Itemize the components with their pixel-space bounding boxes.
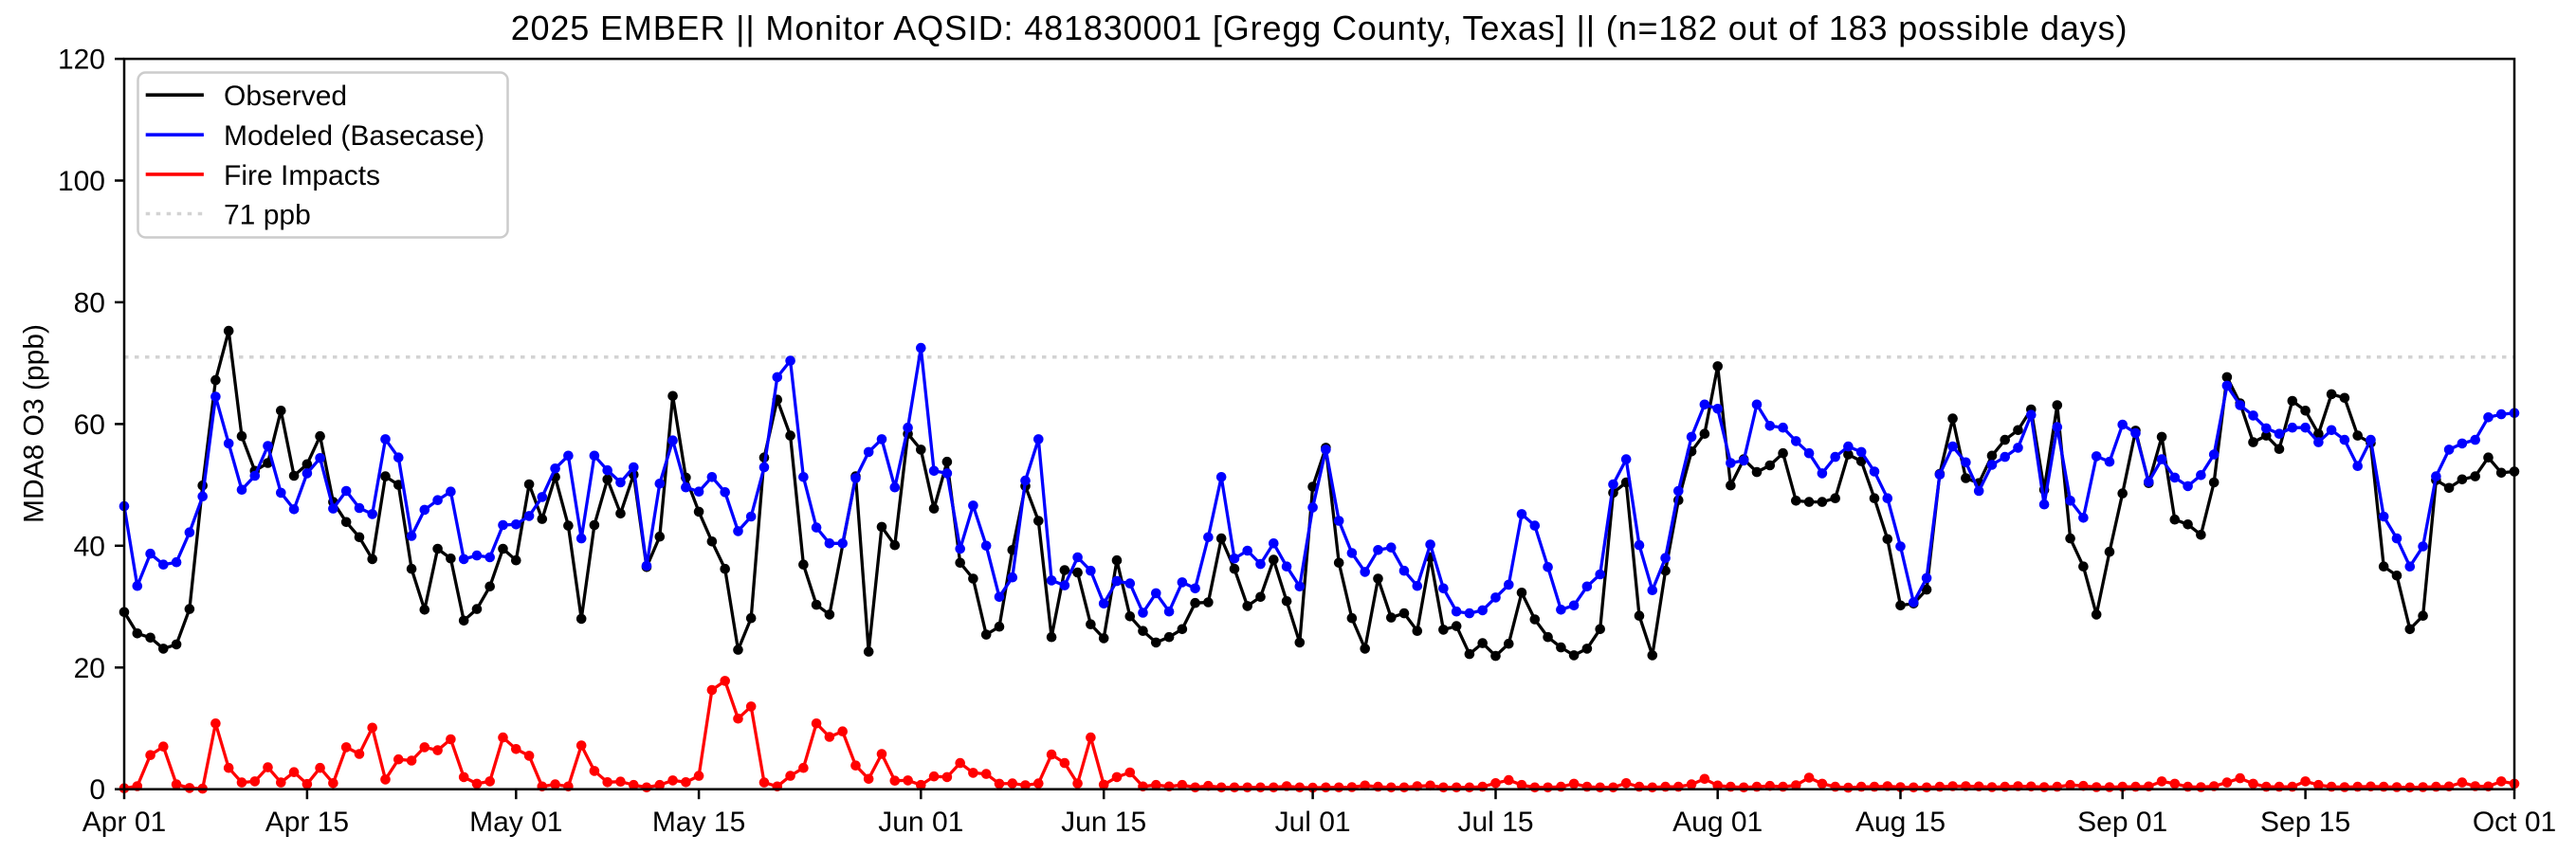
svg-text:71 ppb: 71 ppb: [224, 199, 311, 230]
svg-text:Jun 01: Jun 01: [878, 807, 963, 838]
svg-text:120: 120: [58, 45, 105, 76]
svg-text:Jun 15: Jun 15: [1061, 807, 1146, 838]
svg-text:Oct 01: Oct 01: [2473, 807, 2556, 838]
svg-text:100: 100: [58, 166, 105, 197]
svg-text:2025 EMBER || Monitor AQSID: 4: 2025 EMBER || Monitor AQSID: 481830001 […: [511, 9, 2128, 47]
svg-text:MDA8 O3 (ppb): MDA8 O3 (ppb): [19, 324, 50, 523]
svg-text:Sep 15: Sep 15: [2260, 807, 2350, 838]
svg-text:Jul 01: Jul 01: [1275, 807, 1351, 838]
svg-text:20: 20: [74, 653, 105, 684]
svg-text:60: 60: [74, 409, 105, 441]
svg-text:Apr 15: Apr 15: [265, 807, 349, 838]
svg-text:Jul 15: Jul 15: [1457, 807, 1533, 838]
svg-text:Aug 01: Aug 01: [1672, 807, 1763, 838]
svg-text:Sep 01: Sep 01: [2077, 807, 2167, 838]
svg-text:0: 0: [89, 774, 105, 806]
svg-text:Modeled (Basecase): Modeled (Basecase): [224, 120, 484, 152]
svg-text:Observed: Observed: [224, 81, 347, 112]
svg-text:Aug 15: Aug 15: [1855, 807, 1946, 838]
svg-text:May 15: May 15: [652, 807, 745, 838]
svg-text:40: 40: [74, 531, 105, 562]
svg-text:80: 80: [74, 287, 105, 318]
svg-text:Fire Impacts: Fire Impacts: [224, 160, 380, 191]
svg-text:Apr 01: Apr 01: [82, 807, 166, 838]
svg-text:May 01: May 01: [469, 807, 562, 838]
